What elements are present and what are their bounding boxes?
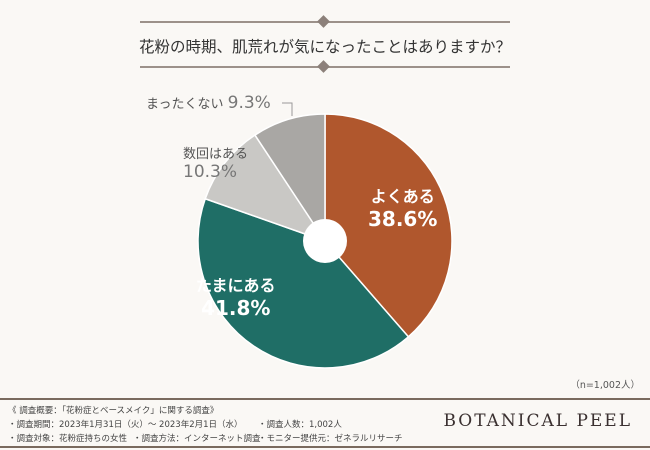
survey-summary: 《 調査概要：「花粉症とベースメイク」に関する調査》: [8, 406, 219, 416]
chart-title: 花粉の時期、肌荒れが気になったことはありますか？: [138, 38, 511, 56]
survey-count: ・調査人数：1,002人: [258, 420, 342, 430]
label-few-times: 数回はある 10.3%: [183, 147, 249, 182]
survey-target: ・調査対象：花粉症持ちの女性: [8, 434, 128, 444]
leader-line: [282, 102, 293, 116]
survey-period: ・調査期間：2023年1月31日（火）～ 2023年2月1日（水）: [8, 420, 243, 430]
pie-slice-3: [204, 134, 327, 243]
footer-divider-top: [0, 398, 650, 400]
pie-slice-4: [253, 113, 326, 244]
donut-hole: [303, 219, 347, 263]
footer-divider-bottom: [0, 446, 650, 448]
survey-method: ・調査方法：インターネット調査: [133, 434, 261, 444]
label-never: まったくない 9.3%: [146, 93, 271, 113]
sample-size: （n=1,002人）: [570, 380, 640, 391]
brand-logo: BOTANICAL PEEL: [443, 411, 632, 431]
label-sometimes: たまにある 41.8%: [196, 276, 276, 320]
pie-slice-1: [324, 113, 453, 338]
pie-slice-2: [197, 197, 410, 369]
label-often: よくある 38.6%: [368, 187, 438, 231]
monitor-provider: ・モニター提供元：ゼネラルリサーチ: [258, 434, 403, 444]
